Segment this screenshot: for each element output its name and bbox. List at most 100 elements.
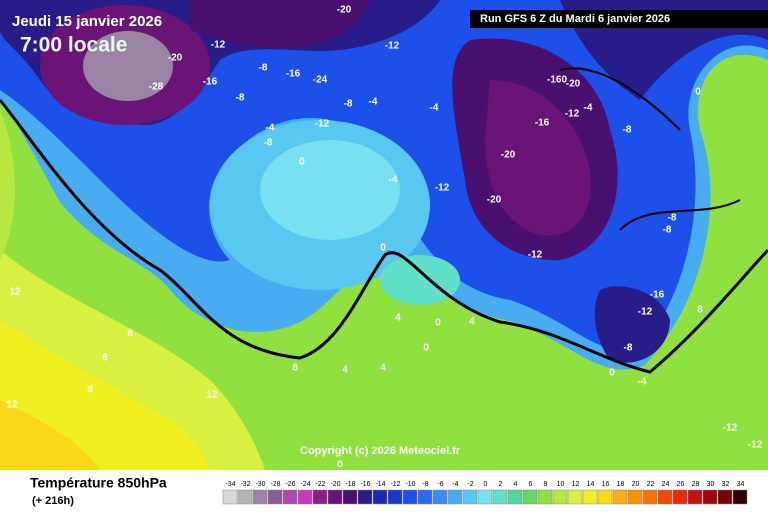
map-label: -12 — [385, 41, 400, 52]
legend-label: 18 — [617, 481, 625, 488]
legend-swatch — [357, 489, 373, 505]
legend-label: 4 — [514, 481, 518, 488]
legend-label: 8 — [544, 481, 548, 488]
legend-swatch — [612, 489, 628, 505]
legend-swatch — [267, 489, 283, 505]
legend-label: -18 — [345, 481, 355, 488]
map-label: 0 — [695, 87, 701, 98]
map-label: 0 — [299, 157, 305, 168]
legend-label: 10 — [557, 481, 565, 488]
legend-label: 22 — [647, 481, 655, 488]
legend-swatch — [672, 489, 688, 505]
legend-label: -12 — [390, 481, 400, 488]
legend-swatch — [342, 489, 358, 505]
map-label: -8 — [624, 343, 633, 354]
legend-swatch — [492, 489, 508, 505]
footer-title: Température 850hPa — [30, 475, 167, 491]
color-legend: -34 -32 -30 -28 -26 -24 -22 -20 -18 -16 -14 -12 -10-… — [222, 481, 748, 505]
map-label: -28 — [149, 82, 164, 93]
map-label: -12 — [315, 119, 330, 130]
legend-swatch — [447, 489, 463, 505]
map-label: 12 — [9, 287, 21, 298]
map-label: 4 — [469, 317, 475, 328]
legend-label: 16 — [602, 481, 610, 488]
map-label: -8 — [259, 63, 268, 74]
map-label: -20 — [487, 195, 502, 206]
map-label: 8 — [102, 353, 108, 364]
map-label: -4 — [638, 377, 647, 388]
legend-swatch — [642, 489, 658, 505]
map-label: 8 — [697, 305, 703, 316]
legend-swatch — [237, 489, 253, 505]
map-label: -16 — [535, 118, 550, 129]
run-info: Run GFS 6 Z du Mardi 6 janvier 2026 — [480, 13, 670, 25]
legend-label: 32 — [722, 481, 730, 488]
legend-label: -6 — [437, 481, 443, 488]
map-label: 12 — [6, 400, 18, 411]
legend-swatch — [522, 489, 538, 505]
map-label: -8 — [264, 138, 273, 149]
map-label: -12 — [638, 307, 653, 318]
legend-swatch — [222, 489, 238, 505]
map-label: -16 — [650, 290, 665, 301]
map-label: -4 — [266, 123, 275, 134]
isotherm-labels: -28 -20 -12 -16 -8 -24 -20 -12 -8 -16 -4… — [6, 5, 762, 471]
legend-swatch — [312, 489, 328, 505]
map-label: 0 — [337, 460, 343, 471]
forecast-time: 7:00 locale — [20, 34, 127, 57]
legend-swatch — [717, 489, 733, 505]
legend-label: 12 — [572, 481, 580, 488]
map-label: 0 — [435, 318, 441, 329]
map-label: 8 — [292, 363, 298, 374]
map-label: -12 — [748, 440, 763, 451]
legend-label: -34 — [225, 481, 235, 488]
legend-label: -4 — [452, 481, 458, 488]
map-label: 0 — [380, 243, 386, 254]
map-label: -8 — [623, 125, 632, 136]
legend-label: -2 — [467, 481, 473, 488]
legend-swatch — [732, 489, 748, 505]
map-label: -4 — [369, 97, 378, 108]
legend-label: 14 — [587, 481, 595, 488]
map-label: -20 — [168, 53, 183, 64]
legend-label: 0 — [484, 481, 488, 488]
legend-swatch — [282, 489, 298, 505]
legend-swatch — [402, 489, 418, 505]
copyright: Copyright (c) 2026 Meteociel.fr — [300, 445, 461, 457]
legend-swatch — [582, 489, 598, 505]
map-label: -20 — [566, 79, 581, 90]
map-label: -12 — [565, 109, 580, 120]
legend-label: 28 — [692, 481, 700, 488]
legend-swatch — [597, 489, 613, 505]
legend-label: -8 — [422, 481, 428, 488]
legend-label: -22 — [315, 481, 325, 488]
legend-swatch — [252, 489, 268, 505]
legend-label: 34 — [737, 481, 745, 488]
legend-swatch — [537, 489, 553, 505]
map-label: -12 — [723, 423, 738, 434]
map-label: -8 — [344, 99, 353, 110]
legend-label: -14 — [375, 481, 385, 488]
legend-label: -24 — [300, 481, 310, 488]
legend-label: 30 — [707, 481, 715, 488]
legend-swatch — [372, 489, 388, 505]
legend-swatch — [477, 489, 493, 505]
map-label: 4 — [395, 313, 401, 324]
map-label: 0 — [423, 343, 429, 354]
legend-label: -30 — [255, 481, 265, 488]
forecast-date: Jeudi 15 janvier 2026 — [12, 13, 162, 30]
legend-label: -28 — [270, 481, 280, 488]
run-banner — [470, 10, 768, 28]
legend-swatch — [417, 489, 433, 505]
legend-swatch — [552, 489, 568, 505]
map-label: -8 — [236, 93, 245, 104]
legend-label: -26 — [285, 481, 295, 488]
legend-swatch — [462, 489, 478, 505]
legend-label: -16 — [360, 481, 370, 488]
legend-label: -32 — [240, 481, 250, 488]
map-label: 12 — [206, 390, 218, 401]
map-label: -4 — [389, 175, 398, 186]
map-label: 0 — [609, 368, 615, 379]
map-field — [0, 0, 768, 470]
